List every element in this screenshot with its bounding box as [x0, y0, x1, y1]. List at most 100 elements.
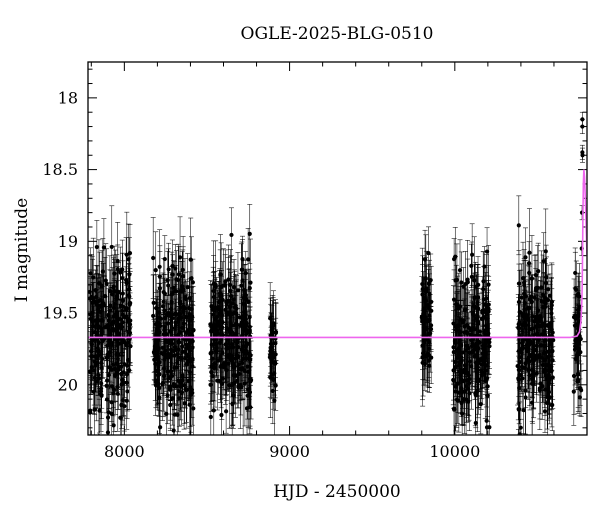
data-point: [268, 303, 274, 367]
data-point: [125, 295, 131, 343]
data-point: [211, 326, 217, 402]
data-point: [542, 300, 548, 381]
data-point: [238, 359, 244, 416]
data-point: [578, 363, 584, 417]
data-point: [161, 335, 167, 418]
data-point: [580, 147, 586, 163]
data-point: [577, 370, 583, 406]
axis-tick-labels: 8000 9000 10000 18 18.5 19 19.5 20: [42, 88, 480, 461]
data-point: [576, 276, 582, 352]
data-point: [424, 287, 430, 356]
y-tick-label: 18.5: [42, 160, 78, 179]
data-point: [126, 330, 132, 410]
data-point: [228, 207, 234, 263]
data-point: [523, 227, 529, 288]
data-point: [515, 429, 521, 435]
data-point: [273, 317, 279, 391]
data-point: [218, 380, 224, 435]
x-tick-label: 8000: [104, 442, 145, 461]
data-point: [460, 310, 466, 395]
data-point: [190, 367, 196, 435]
data-point: [549, 383, 555, 428]
y-tick-label: 20: [58, 375, 78, 394]
data-point: [459, 387, 465, 435]
data-point: [165, 248, 171, 323]
x-tick-label: 10000: [429, 442, 480, 461]
data-point: [125, 223, 131, 295]
data-point: [113, 280, 119, 348]
data-point: [473, 333, 479, 392]
data-point: [230, 305, 236, 346]
data-point: [245, 228, 251, 291]
data-point: [523, 357, 529, 435]
data-point: [168, 304, 174, 376]
data-point: [115, 356, 121, 432]
data-point: [124, 254, 130, 312]
data-point: [426, 343, 432, 388]
data-point: [214, 350, 220, 411]
data-point: [571, 357, 577, 426]
data-point: [107, 269, 113, 313]
data-point: [115, 222, 121, 300]
data-point: [167, 272, 173, 356]
data-point: [545, 358, 551, 435]
model-line: [88, 169, 587, 339]
data-point: [190, 258, 196, 306]
data-point: [91, 317, 97, 406]
data-point: [121, 348, 127, 418]
data-point: [124, 371, 130, 430]
data-point: [426, 226, 432, 280]
data-point: [162, 235, 168, 283]
data-point: [120, 281, 126, 363]
data-point: [235, 252, 241, 329]
data-point: [529, 319, 535, 368]
data-point: [535, 242, 541, 300]
data-point: [524, 290, 530, 342]
data-point: [465, 331, 471, 415]
data-point: [516, 195, 522, 256]
data-point: [221, 332, 227, 395]
data-point: [579, 241, 585, 256]
data-point: [575, 309, 581, 376]
data-point: [579, 119, 585, 135]
data-point: [549, 316, 555, 386]
data-point: [167, 358, 173, 415]
data-point: [247, 238, 253, 327]
data-point: [247, 350, 253, 408]
data-point: [121, 381, 127, 432]
data-point: [481, 246, 487, 287]
model-curve: [88, 169, 587, 339]
data-point: [179, 359, 185, 426]
data-point: [153, 347, 159, 416]
chart-title: OGLE-2025-BLG-0510: [241, 24, 434, 44]
data-point: [124, 371, 130, 412]
data-point: [99, 295, 105, 345]
data-point: [209, 284, 215, 329]
data-point: [247, 204, 253, 264]
y-axis-label: I magnitude: [12, 198, 32, 302]
data-point: [182, 369, 188, 409]
data-point: [469, 296, 475, 384]
data-point: [104, 296, 110, 358]
data-point: [458, 251, 464, 314]
data-point: [462, 298, 468, 355]
data-point: [208, 393, 214, 435]
data-point: [459, 380, 465, 425]
x-axis-label: HJD - 2450000: [273, 482, 401, 502]
data-point: [152, 327, 158, 401]
data-point: [242, 319, 248, 383]
data-point: [226, 269, 232, 357]
data-point: [156, 361, 162, 434]
y-tick-label: 19: [58, 232, 78, 251]
data-point: [92, 380, 98, 435]
data-point: [155, 340, 161, 411]
data-point: [121, 306, 127, 378]
data-point: [542, 363, 548, 416]
data-point: [232, 361, 238, 405]
data-point: [169, 239, 175, 293]
data-point: [526, 241, 532, 285]
data-point: [89, 290, 95, 352]
data-point: [533, 325, 539, 376]
data-point: [126, 262, 132, 316]
